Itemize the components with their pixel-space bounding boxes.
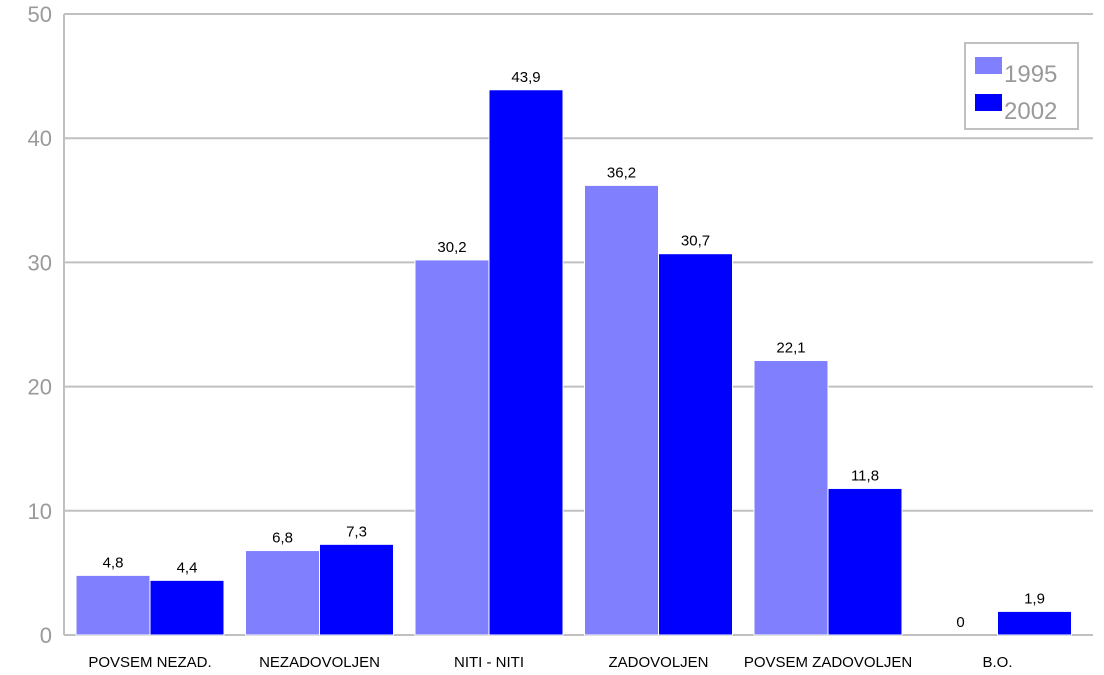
legend-label: 1995 [1004, 61, 1057, 88]
y-tick-label: 0 [40, 623, 52, 648]
y-tick-label: 20 [28, 375, 52, 400]
legend-swatch-2002 [975, 94, 1002, 111]
bar-1995-1 [245, 550, 320, 636]
bar-1995-3 [584, 184, 659, 636]
data-label: 1,9 [1024, 590, 1045, 607]
data-label: 4,8 [103, 554, 124, 571]
data-label: 0 [956, 614, 964, 631]
x-category-label: NITI - NITI [454, 654, 524, 671]
data-label: 30,2 [437, 239, 466, 256]
x-category-label: POVSEM ZADOVOLJEN [744, 654, 912, 671]
data-label: 6,8 [272, 530, 293, 547]
y-tick-label: 30 [28, 250, 52, 275]
bar-2002-4 [827, 487, 903, 636]
y-tick-label: 50 [28, 2, 52, 27]
x-category-label: ZADOVOLJEN [608, 654, 708, 671]
bar-2002-5 [997, 610, 1072, 636]
data-label: 4,4 [177, 559, 198, 576]
data-label: 30,7 [681, 233, 710, 250]
bar-1995-2 [414, 259, 490, 636]
bars [75, 89, 1072, 636]
x-category-label: B.O. [982, 654, 1012, 671]
legend-swatch-1995 [975, 57, 1002, 74]
x-category-label: POVSEM NEZAD. [88, 654, 211, 671]
bar-1995-4 [753, 360, 829, 636]
data-label: 11,8 [851, 467, 879, 484]
y-tick-labels: 0 10 20 30 40 50 [28, 2, 52, 648]
bar-1995-0 [75, 574, 151, 636]
x-category-label: NEZADOVOLJEN [259, 654, 380, 671]
data-label: 36,2 [607, 164, 636, 181]
y-tick-label: 10 [28, 499, 52, 524]
data-label: 7,3 [346, 523, 367, 540]
bar-2002-2 [488, 89, 564, 636]
axes [63, 14, 1093, 636]
data-label: 22,1 [776, 340, 805, 357]
y-tick-label: 40 [28, 126, 52, 151]
legend-box [964, 42, 1079, 130]
legend: 1995 2002 [964, 42, 1079, 130]
data-label: 43,9 [511, 69, 540, 86]
x-category-labels: POVSEM NEZAD. NEZADOVOLJEN NITI - NITI ZADO… [88, 654, 1012, 671]
grid-lines [64, 13, 1093, 512]
bar-2002-0 [149, 579, 225, 636]
bar-2002-3 [658, 253, 733, 636]
bar-2002-1 [319, 543, 394, 636]
legend-label: 2002 [1004, 98, 1057, 125]
data-labels: 4,8 4,4 6,8 7,3 30,2 43,9 36,2 30,7 22,1 11,8 0 1,9 [103, 69, 1045, 631]
